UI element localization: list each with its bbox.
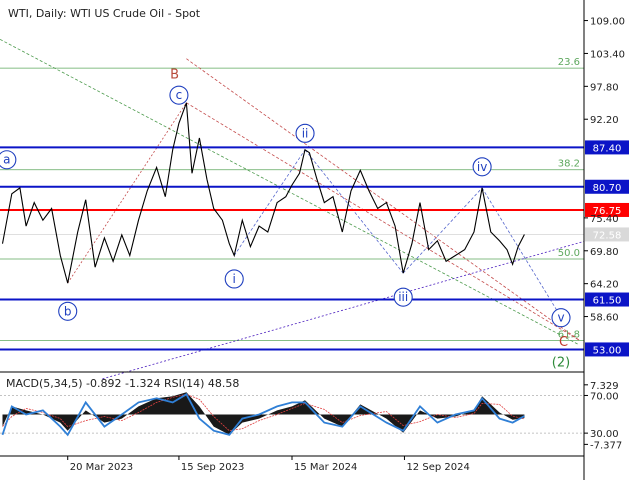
price-axis-tick-label: 69.80: [590, 247, 619, 258]
trend-line-red: [186, 58, 580, 341]
wave-line-2: [304, 149, 404, 274]
wave-marker: [551, 308, 571, 328]
price-axis-tick-label: 97.80: [590, 82, 619, 93]
price-series: [1, 102, 525, 284]
wave-marker: [58, 301, 78, 321]
current-price-label: 72.58: [593, 230, 622, 241]
current-price-tag: [585, 227, 629, 242]
price-series-group: [1, 102, 525, 284]
fib-label: 61.8: [558, 330, 580, 341]
wave-label: i: [233, 272, 236, 286]
indicator-label: MACD(5,34,5) -0.892 -1.324 RSI(14) 48.58: [6, 377, 239, 390]
wave-label: b: [64, 304, 72, 318]
wave-marker: [169, 85, 189, 105]
support-trend-line: [102, 240, 585, 380]
fib-label: 50.0: [558, 248, 580, 259]
rsi-line: [1, 393, 525, 437]
trend-line-green: [0, 38, 580, 346]
wave-line-3: [402, 187, 483, 274]
price-axis-tick-label: 58.60: [590, 313, 619, 324]
price-axis-tick-label: 103.40: [590, 49, 625, 60]
time-axis-tick-label: 15 Sep 2023: [181, 462, 244, 473]
wave-line-1: [233, 149, 306, 256]
fib-label: 23.6: [558, 57, 580, 68]
wave-marker: [295, 123, 315, 143]
wave-label: B: [170, 68, 179, 83]
axes: 109.00 103.40 97.80 92.20 75.40 69.80 64.20 58.…: [0, 0, 625, 480]
level-label: 87.40: [593, 143, 622, 154]
wave-label: iv: [477, 160, 487, 174]
macd-histogram: [2, 392, 525, 435]
wave-label: v: [557, 311, 564, 325]
wave-label: c: [176, 88, 183, 102]
level-tag: [585, 140, 629, 155]
price-axis-tick-label: 92.20: [590, 115, 619, 126]
level-tag: [585, 292, 629, 307]
wave-marker: [224, 269, 244, 289]
wave-marker: [393, 287, 413, 307]
price-axis-tick-label: 109.00: [590, 17, 625, 28]
time-axis-tick-label: 15 Mar 2024: [294, 462, 357, 473]
level-label: 61.50: [593, 296, 622, 307]
level-tag: [585, 179, 629, 194]
indicator-axis-tick-label: 30.00: [590, 429, 619, 440]
price-axis-tick-label: 64.20: [590, 280, 619, 291]
indicator-axis-tick-label: 70.00: [590, 391, 619, 402]
wave-marker: [472, 157, 492, 177]
wave-label: a: [3, 153, 10, 167]
indicator-axis-tick-label: 7.329: [590, 381, 619, 392]
time-axis-tick-label: 12 Sep 2024: [406, 462, 469, 473]
level-label: 53.00: [593, 345, 622, 356]
fib-label: 38.2: [558, 159, 580, 170]
level-tag: [585, 342, 629, 357]
wave-label: ii: [302, 126, 309, 140]
price-axis-tick-label: 75.40: [590, 214, 619, 225]
wave-marker: [0, 150, 17, 170]
macd-signal-line: [2, 393, 525, 432]
wave-label: iii: [398, 290, 408, 304]
level-label: 80.70: [593, 183, 622, 194]
time-axis-tick-label: 20 Mar 2023: [70, 462, 133, 473]
wave-label: C: [559, 335, 568, 350]
indicator-axis-tick-label: -7.377: [590, 440, 622, 451]
wave-label: (2): [552, 355, 570, 370]
level-tag: [585, 202, 629, 217]
level-label: 76.75: [593, 206, 622, 217]
chart-title: WTI, Daily: WTI US Crude Oil - Spot: [8, 7, 201, 20]
